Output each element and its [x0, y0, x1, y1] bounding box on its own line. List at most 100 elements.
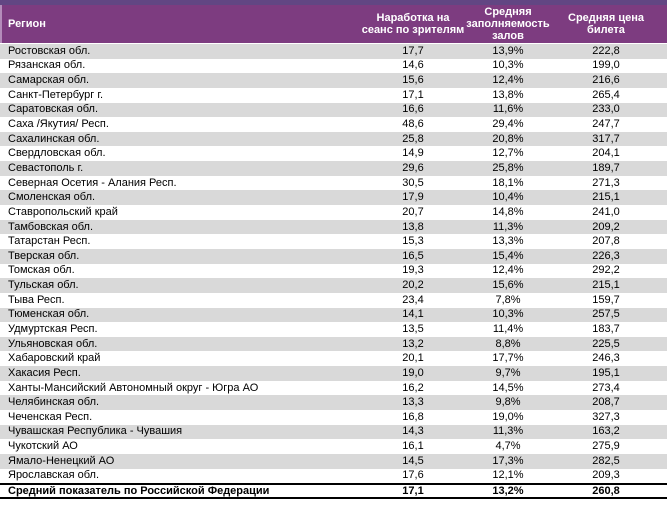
- occupancy-cell: 14,8%: [492, 205, 524, 218]
- occupancy-cell: 4,7%: [495, 440, 521, 453]
- table-row: Рязанская обл. 14,6 10,3% 199,0: [0, 59, 667, 74]
- occupancy-cell: 11,6%: [492, 103, 524, 116]
- sessions-per-viewer-cell: 15,3: [402, 235, 424, 248]
- table-row: Северная Осетия - Алания Респ. 30,5 18,1% 2…: [0, 176, 667, 191]
- region-cell: Татарстан Респ.: [8, 235, 91, 248]
- ticket-price-cell: 189,7: [592, 161, 620, 174]
- table-row: Ростовская обл. 17,7 13,9% 222,8: [0, 44, 667, 59]
- ticket-price-cell: 159,7: [592, 293, 620, 306]
- occupancy-cell: 12,4%: [492, 74, 524, 87]
- table-row: Тыва Респ. 23,4 7,8% 159,7: [0, 293, 667, 308]
- occupancy-cell: 29,4%: [492, 118, 524, 131]
- table-row: Удмуртская Респ. 13,5 11,4% 183,7: [0, 322, 667, 337]
- occupancy-cell: 18,1%: [492, 176, 524, 189]
- occupancy-cell: 13,9%: [492, 44, 524, 57]
- occupancy-cell: 10,3%: [492, 308, 524, 321]
- ticket-price-cell: 183,7: [592, 322, 620, 335]
- sessions-per-viewer-cell: 25,8: [402, 132, 424, 145]
- region-cell: Хабаровский край: [8, 352, 101, 365]
- sessions-per-viewer-cell: 17,7: [402, 44, 424, 57]
- table-row: Ставропольский край 20,7 14,8% 241,0: [0, 205, 667, 220]
- region-cell: Сахалинская обл.: [8, 132, 100, 145]
- sessions-per-viewer-cell: 13,5: [402, 322, 424, 335]
- table-row: Тульская обл. 20,2 15,6% 215,1: [0, 278, 667, 293]
- sessions-per-viewer-cell: 17,9: [402, 191, 424, 204]
- ticket-price-cell: 282,5: [592, 454, 620, 467]
- table-row: Чувашская Республика - Чувашия 14,3 11,3% 1…: [0, 424, 667, 440]
- table-row: Томская обл. 19,3 12,4% 292,2: [0, 264, 667, 279]
- ticket-price-cell: 195,1: [592, 366, 620, 379]
- occupancy-cell: 7,8%: [495, 293, 521, 306]
- ticket-price-cell: 222,8: [592, 44, 620, 57]
- ticket-price-cell: 204,1: [592, 147, 620, 160]
- ticket-price-cell: 273,4: [592, 381, 620, 394]
- region-cell: Саха /Якутия/ Респ.: [8, 118, 109, 131]
- region-cell: Ярославская обл.: [8, 469, 100, 482]
- occupancy-cell: 14,5%: [492, 381, 524, 394]
- ticket-price-cell: 292,2: [592, 264, 620, 277]
- ticket-price-cell: 215,1: [592, 191, 620, 204]
- summary-label: Средний показатель по Российской Федерац…: [8, 485, 270, 497]
- occupancy-cell: 17,7%: [492, 352, 524, 365]
- sessions-per-viewer-cell: 15,6: [402, 74, 424, 87]
- region-cell: Ставропольский край: [8, 205, 118, 218]
- ticket-price-cell: 215,1: [592, 279, 620, 292]
- sessions-per-viewer-cell: 23,4: [402, 293, 424, 306]
- region-cell: Удмуртская Респ.: [8, 322, 98, 335]
- summary-occupancy-value: 13,2%: [492, 484, 524, 497]
- table-row: Челябинская обл. 13,3 9,8% 208,7: [0, 395, 667, 411]
- table-row: Саха /Якутия/ Респ. 48,6 29,4% 247,7: [0, 117, 667, 132]
- region-cell: Хакасия Респ.: [8, 366, 81, 379]
- sessions-per-viewer-cell: 48,6: [402, 118, 424, 131]
- ticket-price-cell: 233,0: [592, 103, 620, 116]
- region-cell: Чукотский АО: [8, 440, 78, 453]
- occupancy-cell: 25,8%: [492, 161, 524, 174]
- ticket-price-cell: 225,5: [592, 337, 620, 350]
- occupancy-cell: 9,8%: [495, 396, 521, 409]
- sessions-per-viewer-cell: 13,8: [402, 220, 424, 233]
- sessions-per-viewer-cell: 16,5: [402, 249, 424, 262]
- ticket-price-cell: 265,4: [592, 88, 620, 101]
- occupancy-cell: 10,3%: [492, 59, 524, 72]
- table-row: Чеченская Респ. 16,8 19,0% 327,3: [0, 410, 667, 425]
- occupancy-cell: 19,0%: [492, 410, 524, 423]
- table-row: Самарская обл. 15,6 12,4% 216,6: [0, 73, 667, 88]
- ticket-price-cell: 241,0: [592, 205, 620, 218]
- header-region: Регион: [8, 18, 46, 30]
- sessions-per-viewer-cell: 13,3: [402, 396, 424, 409]
- sessions-per-viewer-cell: 19,3: [402, 264, 424, 277]
- table-row: Ямало-Ненецкий АО 14,5 17,3% 282,5: [0, 453, 667, 469]
- region-cell: Смоленская обл.: [8, 191, 96, 204]
- region-cell: Севастополь г.: [8, 161, 84, 174]
- table-row: Татарстан Респ. 15,3 13,3% 207,8: [0, 234, 667, 249]
- header-avg-occupancy: Средняя заполняемость залов: [466, 6, 550, 42]
- region-cell: Рязанская обл.: [8, 59, 86, 72]
- region-cell: Томская обл.: [8, 264, 75, 277]
- region-cell: Тульская обл.: [8, 279, 79, 292]
- sessions-per-viewer-cell: 29,6: [402, 161, 424, 174]
- table-row: Саратовская обл. 16,6 11,6% 233,0: [0, 102, 667, 118]
- table-row: Ханты-Мансийский Автономный округ - Югра…: [0, 381, 667, 396]
- ticket-price-cell: 209,3: [592, 469, 620, 482]
- sessions-per-viewer-cell: 16,1: [402, 440, 424, 453]
- ticket-price-cell: 207,8: [592, 235, 620, 248]
- occupancy-cell: 20,8%: [492, 132, 524, 145]
- table-row: Тамбовская обл. 13,8 11,3% 209,2: [0, 219, 667, 235]
- summary-price-value: 260,8: [592, 484, 620, 497]
- region-cell: Тюменская обл.: [8, 308, 90, 321]
- region-cell: Ульяновская обл.: [8, 337, 98, 350]
- region-cell: Тамбовская обл.: [8, 220, 94, 233]
- table-header-row: Регион Наработка на сеанс по зрителям Ср…: [0, 5, 667, 44]
- sessions-per-viewer-cell: 14,3: [402, 425, 424, 438]
- sessions-per-viewer-cell: 13,2: [402, 337, 424, 350]
- table-row: Тверская обл. 16,5 15,4% 226,3: [0, 248, 667, 264]
- header-sessions-per-viewer: Наработка на сеанс по зрителям: [361, 12, 465, 36]
- ticket-price-cell: 257,5: [592, 308, 620, 321]
- occupancy-cell: 11,3%: [492, 425, 524, 438]
- occupancy-cell: 15,6%: [492, 279, 524, 292]
- occupancy-cell: 8,8%: [495, 337, 521, 350]
- sessions-per-viewer-cell: 20,1: [402, 352, 424, 365]
- sessions-per-viewer-cell: 17,1: [402, 88, 424, 101]
- occupancy-cell: 17,3%: [492, 454, 524, 467]
